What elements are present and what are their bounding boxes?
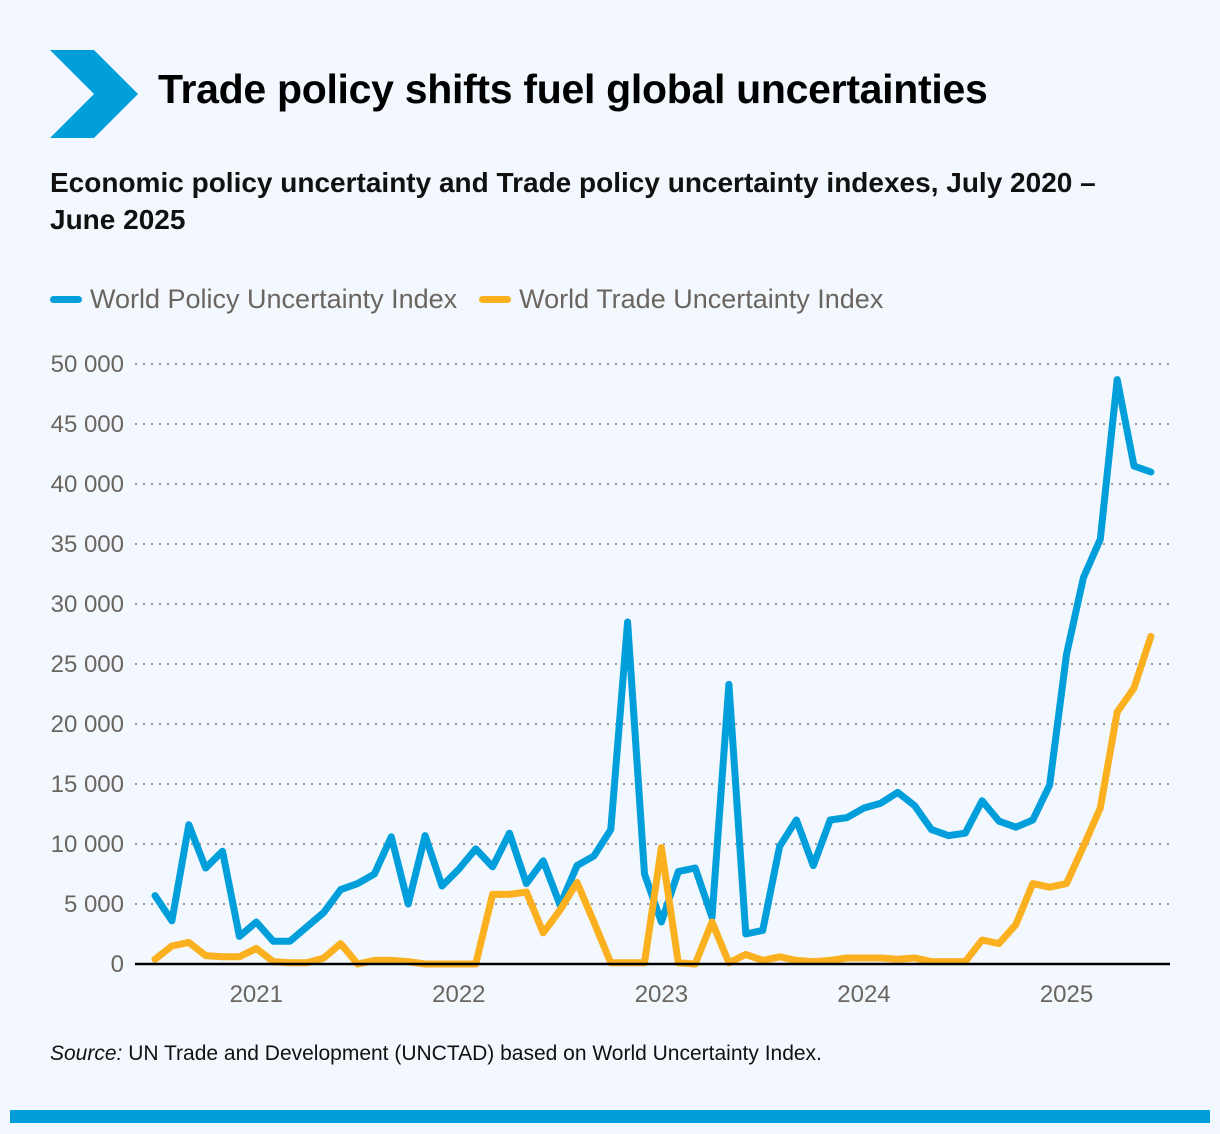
x-tick-label: 2025: [1040, 981, 1093, 1008]
y-tick-label: 30 000: [51, 591, 124, 618]
y-tick-label: 50 000: [51, 351, 124, 378]
bottom-accent-bar: [10, 1110, 1210, 1123]
y-tick-label: 15 000: [51, 771, 124, 798]
legend-swatch-orange: [479, 296, 512, 303]
chart-subtitle: Economic policy uncertainty and Trade po…: [50, 167, 1096, 235]
y-tick-label: 0: [111, 951, 124, 978]
y-tick-label: 45 000: [51, 411, 124, 438]
y-tick-label: 10 000: [51, 831, 124, 858]
series-line-trade: [151, 632, 1155, 968]
legend-label: World Policy Uncertainty Index: [90, 284, 458, 314]
legend: World Policy Uncertainty Index World Tra…: [50, 284, 905, 315]
chart-title: Trade policy shifts fuel global uncertai…: [158, 66, 988, 112]
y-tick-label: 25 000: [51, 651, 124, 678]
source-text: UN Trade and Development (UNCTAD) based …: [122, 1042, 822, 1065]
x-tick-label: 2021: [230, 981, 283, 1008]
x-tick-label: 2022: [432, 981, 485, 1008]
x-tick-label: 2024: [837, 981, 890, 1008]
legend-swatch-blue: [50, 296, 82, 303]
y-tick-label: 35 000: [51, 531, 124, 558]
source-label: Source:: [50, 1042, 123, 1065]
legend-item-policy: World Policy Uncertainty Index: [50, 284, 457, 315]
source-note: Source: UN Trade and Development (UNCTAD…: [50, 1042, 822, 1066]
chevron-right-icon: [50, 50, 138, 138]
y-tick-label: 40 000: [51, 471, 124, 498]
y-tick-label: 20 000: [51, 711, 124, 738]
y-tick-label: 5 000: [64, 891, 124, 918]
series-line-policy: [151, 376, 1155, 945]
legend-label: World Trade Uncertainty Index: [519, 284, 884, 314]
legend-item-trade: World Trade Uncertainty Index: [479, 284, 883, 315]
x-tick-label: 2023: [635, 981, 688, 1008]
